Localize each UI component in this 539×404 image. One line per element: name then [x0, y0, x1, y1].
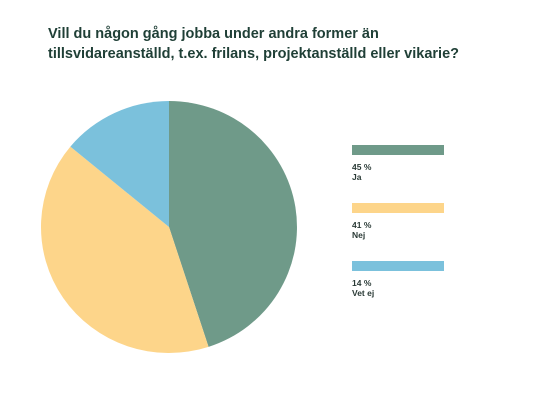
chart-title: Vill du någon gång jobba under andra for… — [48, 24, 518, 64]
chart-title-line-2: tillsvidareanställd, t.ex. frilans, proj… — [48, 46, 459, 62]
legend-item-vet-ej: 14 % Vet ej — [352, 261, 452, 299]
legend-swatch-vet-ej — [352, 261, 444, 271]
legend-label-vet-ej: Vet ej — [352, 288, 375, 298]
legend-item-ja: 45 % Ja — [352, 145, 452, 183]
legend-value-nej: 41 % — [352, 220, 372, 230]
legend-item-nej: 41 % Nej — [352, 203, 452, 241]
pie-slice-ja — [169, 101, 297, 347]
legend-value-ja: 45 % — [352, 162, 372, 172]
legend-label-ja: Ja — [352, 172, 362, 182]
chart-title-line-1: Vill du någon gång jobba under andra for… — [48, 26, 379, 42]
pie-slice-nej — [40, 146, 209, 353]
legend-swatch-ja — [352, 145, 444, 155]
legend-label-nej: Nej — [352, 230, 366, 240]
legend-value-vet-ej: 14 % — [352, 278, 372, 288]
legend-swatch-nej — [352, 203, 444, 213]
pie-slice-vet-ej — [70, 101, 169, 227]
